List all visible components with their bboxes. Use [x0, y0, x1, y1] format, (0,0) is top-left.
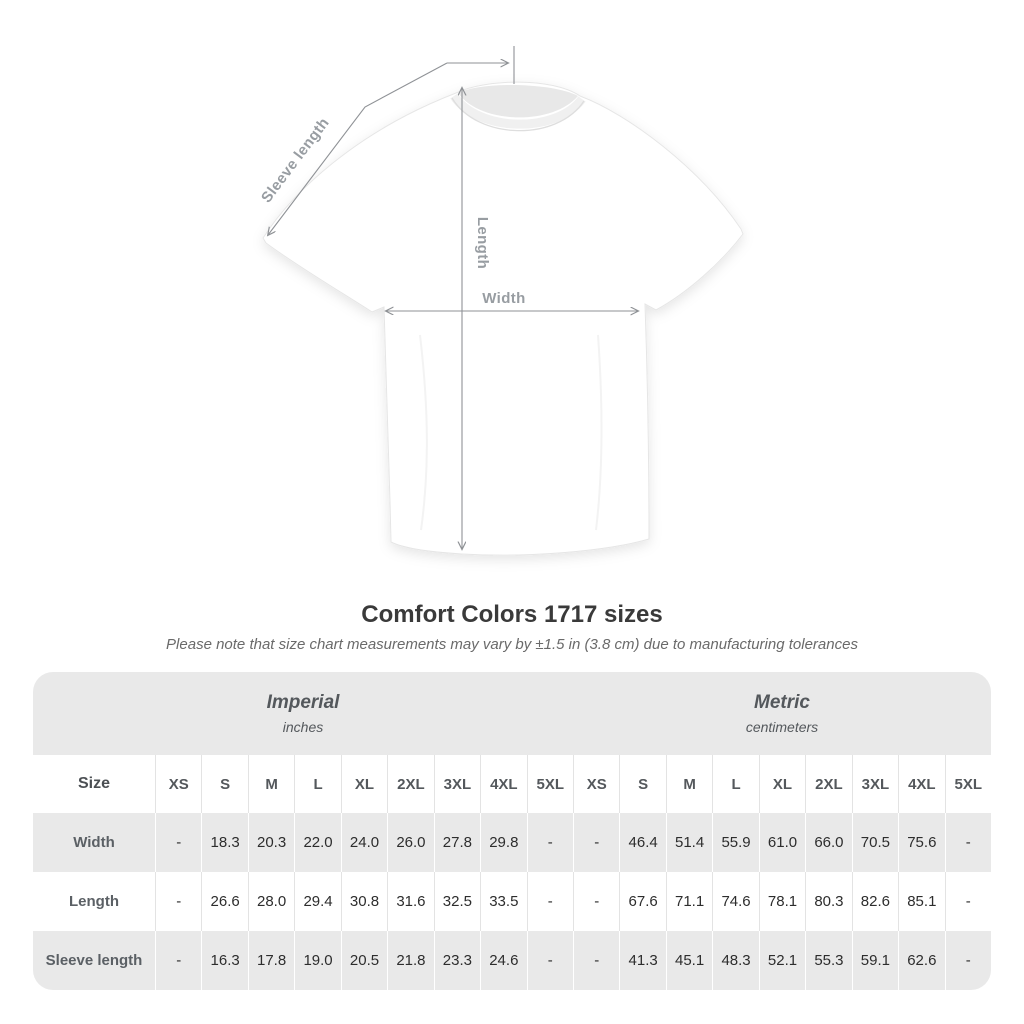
value-cell: 33.5: [480, 872, 526, 931]
value-cell: 19.0: [294, 931, 340, 990]
value-cell: 82.6: [851, 872, 898, 931]
size-header-imperial-xl: XL: [340, 755, 387, 813]
value-cell: 26.0: [387, 813, 433, 872]
size-header-metric-xs: XS: [572, 755, 619, 813]
tolerance-note: Please note that size chart measurements…: [166, 636, 858, 653]
value-cell: 29.8: [480, 813, 526, 872]
value-cell: 26.6: [201, 872, 247, 931]
measurement-row: Sleeve length -16.3 17.8 19.0 20.5 21.8 23.3 24…: [33, 931, 991, 990]
value-cell: 17.8: [247, 931, 294, 990]
size-header-imperial-xs: XS: [155, 755, 201, 813]
value-cell: 24.6: [480, 931, 526, 990]
value-cell: -: [944, 872, 991, 931]
size-table: Imperial inches Metric centimeters Size X…: [33, 672, 991, 990]
value-cell: 75.6: [898, 813, 944, 872]
value-cell: 62.6: [898, 931, 944, 990]
size-column-header: Size: [77, 775, 110, 792]
sleeve-length-arrow: [268, 62, 448, 235]
size-header-metric-2xl: 2XL: [805, 755, 851, 813]
value-cell: 22.0: [294, 813, 340, 872]
value-cell: 61.0: [758, 813, 805, 872]
value-cell: -: [572, 813, 619, 872]
value-cell: 28.0: [247, 872, 294, 931]
value-cell: -: [572, 931, 619, 990]
size-header-metric-l: L: [712, 755, 758, 813]
value-cell: -: [944, 931, 991, 990]
size-header-imperial-l: L: [294, 755, 340, 813]
value-cell: 41.3: [619, 931, 665, 990]
value-cell: -: [572, 872, 619, 931]
value-cell: 27.8: [433, 813, 480, 872]
metric-unit-label: centimeters: [745, 719, 819, 735]
value-cell: 66.0: [805, 813, 851, 872]
size-header-metric-s: S: [619, 755, 665, 813]
value-cell: 31.6: [387, 872, 433, 931]
tshirt-measurement-diagram: Sleeve length Length Width: [258, 46, 744, 556]
value-cell: 51.4: [665, 813, 712, 872]
value-cell: 30.8: [340, 872, 387, 931]
value-cell: -: [155, 931, 201, 990]
width-label: Width: [482, 290, 526, 307]
size-header-metric-3xl: 3XL: [851, 755, 898, 813]
size-header-metric-4xl: 4XL: [898, 755, 944, 813]
measurement-rows: Width -18.3 20.3 22.0 24.0 26.0 27.8 29.8- -46.4…: [33, 813, 991, 990]
value-cell: 55.3: [805, 931, 851, 990]
row-label: Sleeve length: [45, 952, 143, 969]
value-cell: -: [526, 813, 573, 872]
value-cell: 45.1: [665, 931, 712, 990]
size-header-metric-xl: XL: [758, 755, 805, 813]
value-cell: 18.3: [201, 813, 247, 872]
size-header-metric-5xl: 5XL: [944, 755, 991, 813]
value-cell: 70.5: [851, 813, 898, 872]
size-header-row: Size XS S M L XL 2XL 3XL 4XL 5XL XS S M L XL 2XL 3XL 4XL 5…: [33, 755, 991, 813]
value-cell: 20.5: [340, 931, 387, 990]
value-cell: -: [944, 813, 991, 872]
row-label: Length: [69, 893, 119, 910]
value-cell: 55.9: [712, 813, 758, 872]
value-cell: -: [526, 872, 573, 931]
measurement-annotations: [268, 46, 638, 549]
imperial-unit-label: inches: [282, 719, 324, 735]
value-cell: 85.1: [898, 872, 944, 931]
value-cell: 80.3: [805, 872, 851, 931]
imperial-label: Imperial: [266, 692, 340, 713]
value-cell: 67.6: [619, 872, 665, 931]
metric-label: Metric: [754, 692, 810, 713]
value-cell: 59.1: [851, 931, 898, 990]
value-cell: 71.1: [665, 872, 712, 931]
value-cell: 52.1: [758, 931, 805, 990]
value-cell: 46.4: [619, 813, 665, 872]
measurement-row: Length -26.6 28.0 29.4 30.8 31.6 32.5 33.5- -67.…: [33, 872, 991, 931]
size-header-imperial-s: S: [201, 755, 247, 813]
value-cell: -: [155, 872, 201, 931]
imperial-group-header: Imperial inches: [33, 672, 573, 755]
value-cell: 20.3: [247, 813, 294, 872]
value-cell: 21.8: [387, 931, 433, 990]
value-cell: -: [155, 813, 201, 872]
value-cell: 29.4: [294, 872, 340, 931]
row-label: Width: [73, 834, 115, 851]
length-label: Length: [474, 217, 491, 269]
tshirt-image: [262, 81, 744, 556]
value-cell: 78.1: [758, 872, 805, 931]
value-cell: 74.6: [712, 872, 758, 931]
value-cell: 16.3: [201, 931, 247, 990]
unit-header-band: Imperial inches Metric centimeters: [33, 672, 991, 755]
size-header-imperial-2xl: 2XL: [387, 755, 433, 813]
value-cell: 32.5: [433, 872, 480, 931]
metric-group-header: Metric centimeters: [573, 672, 991, 755]
size-header-imperial-5xl: 5XL: [526, 755, 573, 813]
measurement-row: Width -18.3 20.3 22.0 24.0 26.0 27.8 29.8- -46.4…: [33, 813, 991, 872]
value-cell: 23.3: [433, 931, 480, 990]
size-header-imperial-m: M: [247, 755, 294, 813]
collar-opening: [458, 85, 578, 118]
value-cell: 48.3: [712, 931, 758, 990]
size-header-metric-m: M: [665, 755, 712, 813]
page-title: Comfort Colors 1717 sizes: [361, 601, 663, 628]
value-cell: 24.0: [340, 813, 387, 872]
size-header-imperial-3xl: 3XL: [433, 755, 480, 813]
size-header-imperial-4xl: 4XL: [480, 755, 526, 813]
value-cell: -: [526, 931, 573, 990]
